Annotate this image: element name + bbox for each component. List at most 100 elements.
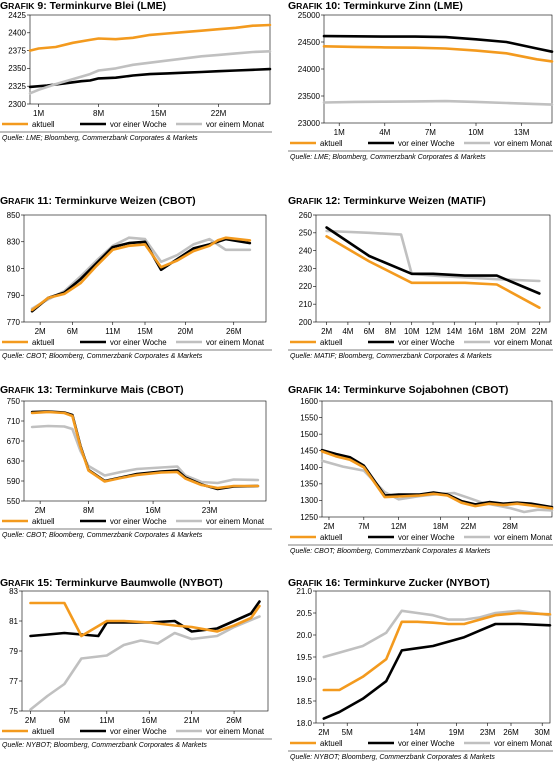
series-line-aktuell	[322, 45, 554, 63]
legend-label: vor einer Woche	[110, 120, 167, 129]
y-tick-label: 810	[7, 264, 21, 273]
series-line-woche	[30, 410, 260, 491]
legend-label: vor einem Monat	[206, 517, 265, 526]
x-tick-label: 23M	[202, 506, 218, 515]
source-note: Quelle: CBOT; Bloomberg, Commerzbank Cor…	[290, 548, 491, 555]
series-line-monat	[30, 424, 260, 485]
y-tick-label: 1450	[300, 447, 318, 456]
x-tick-label: 6M	[67, 327, 78, 336]
x-tick-label: 19M	[449, 728, 465, 737]
legend-label: vor einer Woche	[398, 739, 455, 748]
chart-svg: 770 790 810 830 850 2M 6M 11M 15M 20M 26M aktuell vo…	[2, 211, 267, 347]
chart-title: GRAFIK 13: Terminkurve Mais (CBOT)	[0, 384, 184, 396]
x-tick-label: 16M	[145, 506, 161, 515]
legend-label: vor einer Woche	[398, 139, 455, 148]
series-line-woche	[30, 237, 252, 313]
x-tick-label: 14M	[446, 327, 462, 336]
y-tick-label: 550	[7, 497, 21, 506]
chart-title: GRAFIK 14: Terminkurve Sojabohnen (CBOT)	[288, 384, 509, 396]
plot-area	[23, 400, 267, 502]
x-tick-label: 20M	[510, 327, 526, 336]
y-tick-label: 1300	[300, 496, 318, 505]
chart-blei-lme: GRAFIK 9: Terminkurve Blei (LME) 2300 2325…	[0, 0, 276, 190]
legend-label: vor einem Monat	[206, 338, 265, 347]
y-tick-label: 210	[299, 300, 313, 309]
x-tick-label: 8M	[93, 109, 104, 118]
legend-label: vor einem Monat	[494, 139, 553, 148]
series-line-monat	[322, 99, 554, 106]
series-line-woche	[320, 448, 554, 509]
series-line-aktuell	[29, 601, 261, 638]
divider	[288, 349, 553, 351]
y-tick-label: 1400	[300, 463, 318, 472]
chart-title: GRAFIK 12: Terminkurve Weizen (MATIF)	[288, 195, 486, 207]
y-tick-label: 1550	[300, 413, 318, 422]
chart-title: GRAFIK 9: Terminkurve Blei (LME)	[0, 0, 167, 12]
divider	[0, 131, 272, 133]
x-tick-label: 7M	[358, 522, 369, 531]
x-tick-label: 30M	[534, 728, 550, 737]
x-tick-label: 16M	[468, 327, 484, 336]
x-tick-label: 16M	[141, 716, 157, 725]
x-tick-label: 18M	[433, 522, 449, 531]
x-tick-label: 12M	[425, 327, 441, 336]
x-tick-label: 20M	[178, 327, 194, 336]
chart-title: GRAFIK 16: Terminkurve Zucker (NYBOT)	[288, 577, 490, 589]
legend-label: vor einer Woche	[398, 533, 455, 542]
x-tick-label: 14M	[410, 728, 426, 737]
chart-svg: 18.0 18.5 19.0 19.5 20.0 20.5 21.0 2M 5M 14M 19M 23…	[290, 587, 553, 748]
series-line-aktuell	[30, 236, 252, 312]
chart-svg: 2300 2325 2350 2375 2400 2425 1M 8M 15M 22M aktuel…	[2, 11, 272, 129]
plot-area	[29, 14, 271, 105]
y-tick-label: 630	[7, 457, 21, 466]
divider	[288, 750, 553, 752]
legend-label: vor einem Monat	[494, 338, 553, 347]
y-tick-label: 2300	[8, 100, 26, 109]
y-tick-label: 200	[299, 318, 313, 327]
y-tick-label: 790	[7, 291, 21, 300]
y-tick-label: 750	[7, 397, 21, 406]
source-note: Quelle: LME; Bloomberg, Commerzbank Corp…	[2, 135, 198, 142]
chart-svg: 200 210 220 230 240 250 260 2M 4M 6M 8M 10M 12M 14M 16…	[290, 211, 553, 347]
plot-area	[321, 400, 553, 518]
y-tick-label: 77	[9, 677, 18, 686]
legend-label: vor einer Woche	[110, 517, 167, 526]
x-tick-label: 8M	[385, 327, 396, 336]
y-tick-label: 830	[7, 238, 21, 247]
x-tick-label: 4M	[379, 128, 390, 137]
series-line-woche	[28, 67, 272, 89]
chart-svg: 75 77 79 81 83 2M 6M 11M 16M 21M 26M aktuell vor ein…	[2, 587, 269, 736]
source-note: Quelle: MATIF; Bloomberg, Commerzbank Co…	[290, 353, 492, 360]
series-line-monat	[30, 236, 252, 310]
x-tick-label: 23M	[480, 728, 496, 737]
x-tick-label: 26M	[503, 728, 519, 737]
y-tick-label: 21.0	[296, 587, 312, 596]
x-tick-label: 6M	[59, 716, 70, 725]
legend-label: aktuell	[320, 338, 343, 347]
y-tick-label: 850	[7, 211, 21, 220]
series-line-woche	[322, 34, 554, 53]
x-tick-label: 12M	[391, 522, 407, 531]
chart-svg: 550 590 630 670 710 750 2M 8M 16M 23M aktuell vor e…	[2, 397, 267, 526]
legend-label: vor einem Monat	[494, 533, 553, 542]
y-tick-label: 81	[9, 617, 18, 626]
y-tick-label: 19.5	[296, 653, 312, 662]
y-tick-label: 79	[9, 647, 18, 656]
x-tick-label: 2M	[318, 728, 329, 737]
x-tick-label: 2M	[25, 716, 36, 725]
x-tick-label: 22M	[211, 109, 227, 118]
series-line-aktuell	[28, 23, 272, 52]
legend-label: vor einer Woche	[110, 338, 167, 347]
y-tick-label: 670	[7, 437, 21, 446]
plot-area	[21, 590, 269, 712]
y-tick-label: 2400	[8, 29, 26, 38]
y-tick-label: 18.5	[296, 697, 312, 706]
y-tick-label: 230	[299, 264, 313, 273]
y-tick-label: 1350	[300, 480, 318, 489]
y-tick-label: 19.0	[296, 675, 312, 684]
y-tick-label: 2375	[8, 46, 26, 55]
legend-label: aktuell	[320, 533, 343, 542]
x-tick-label: 2M	[323, 522, 334, 531]
chart-title: GRAFIK 11: Terminkurve Weizen (CBOT)	[0, 195, 196, 207]
y-tick-label: 770	[7, 318, 21, 327]
